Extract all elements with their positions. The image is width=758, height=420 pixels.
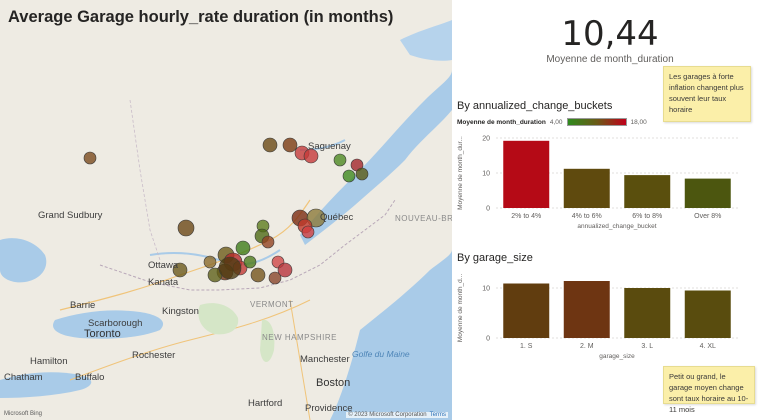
map-label-boston: Boston — [316, 377, 351, 389]
chart2-bar-chart[interactable]: 0 10 Moyenne de month_d... 1. S 2. M 3. L 4. X… — [452, 270, 752, 362]
map-bubble[interactable] — [301, 225, 315, 239]
x-tick-label: 3. L — [641, 343, 653, 350]
legend-gradient — [566, 118, 627, 126]
map-label-saguenay: Saguenay — [308, 141, 351, 152]
y-tick-label: 10 — [482, 286, 490, 293]
map-bubble[interactable] — [355, 167, 369, 181]
y-tick-label: 0 — [486, 336, 490, 343]
y-axis-label: Moyenne de month_dur... — [457, 136, 464, 210]
map-bubble[interactable] — [262, 137, 278, 153]
map-label-providence: Providence — [305, 403, 353, 414]
x-tick-label: 6% to 8% — [632, 213, 662, 220]
map-bubble[interactable] — [342, 169, 356, 183]
bar[interactable] — [503, 283, 550, 339]
map-label-kanata: Kanata — [148, 277, 179, 288]
map-label-ottawa: Ottawa — [148, 260, 179, 271]
bing-logo: Microsoft Bing — [4, 411, 43, 417]
map-label-buffalo: Buffalo — [75, 372, 105, 383]
chart2-title: By garage_size — [457, 252, 533, 264]
y-axis-label: Moyenne de month_d... — [457, 274, 464, 342]
x-tick-label: 1. S — [520, 343, 533, 350]
map-bubble[interactable] — [250, 267, 266, 283]
border-line — [99, 199, 396, 291]
map-label-new-hampshire: NEW HAMPSHIRE — [262, 333, 337, 342]
x-tick-label: Over 8% — [694, 213, 721, 220]
map-label-kingston: Kingston — [162, 306, 199, 317]
legend-min: 4,00 — [549, 118, 563, 126]
map-bubble[interactable] — [218, 256, 242, 280]
sticky-note-inflation: Les garages à forte inflation changent p… — [663, 66, 751, 122]
map-bubble[interactable] — [303, 148, 319, 164]
map-bubbles — [83, 137, 369, 285]
map-bubble[interactable] — [333, 153, 347, 167]
map-bubble[interactable] — [243, 255, 257, 269]
map-label-golfe-du-maine: Golfe du Maine — [352, 349, 410, 359]
road-2 — [69, 299, 311, 381]
map-bubble[interactable] — [235, 240, 251, 256]
sticky-note-garage-size: Petit ou grand, le garage moyen change s… — [663, 366, 755, 414]
map-label-nouveau-brunswick: NOUVEAU-BRUN — [395, 214, 452, 223]
y-tick-label: 0 — [486, 206, 490, 213]
x-tick-label: 2% to 4% — [511, 213, 541, 220]
bar[interactable] — [684, 290, 731, 339]
x-tick-label: 4. XL — [700, 343, 716, 350]
map-attribution: © 2023 Microsoft Corporation Terms — [346, 412, 448, 418]
map-bubble[interactable] — [203, 255, 217, 269]
attribution-text: © 2023 Microsoft Corporation — [348, 412, 427, 418]
y-tick-label: 10 — [482, 171, 490, 178]
map-label-chatham: Chatham — [4, 372, 43, 383]
map-label-quebec: Québec — [320, 212, 354, 223]
map-canvas[interactable] — [0, 0, 452, 420]
bar[interactable] — [563, 168, 610, 208]
map-bubble[interactable] — [277, 262, 293, 278]
road-3 — [289, 299, 311, 420]
map-bubble[interactable] — [261, 235, 275, 249]
x-tick-label: 2. M — [580, 343, 594, 350]
bar[interactable] — [503, 140, 550, 208]
kpi-value: 10,44 — [561, 14, 659, 54]
lake-ontario — [52, 310, 164, 339]
kpi-label: Moyenne de month_duration — [546, 54, 674, 65]
map-label-hartford: Hartford — [248, 398, 283, 409]
atlantic — [330, 250, 452, 420]
gulf-water — [400, 20, 452, 61]
x-axis-label: annualized_change_bucket — [577, 223, 656, 230]
map-label-hamilton: Hamilton — [30, 356, 68, 367]
map-bubble[interactable] — [83, 151, 97, 165]
x-axis-label: garage_size — [599, 353, 635, 360]
bar[interactable] — [624, 288, 671, 338]
map-bubble[interactable] — [177, 219, 195, 237]
x-tick-label: 4% to 6% — [572, 213, 602, 220]
map-bubble[interactable] — [268, 271, 282, 285]
map-bubble[interactable] — [282, 137, 298, 153]
st-lawrence-estuary — [300, 70, 452, 245]
map-title: Average Garage hourly_rate duration (in … — [8, 8, 394, 26]
bar[interactable] — [624, 175, 671, 208]
y-tick-label: 20 — [482, 136, 490, 143]
map-label-toronto: Toronto — [84, 328, 121, 340]
chart1-title: By annualized_change_buckets — [457, 100, 613, 112]
map-bubble[interactable] — [172, 262, 188, 278]
map-label-grand-sudbury: Grand Sudbury — [38, 210, 103, 221]
lake-erie — [0, 372, 92, 398]
map-label-vermont: VERMONT — [250, 300, 294, 309]
map-label-scarborough: Scarborough — [88, 318, 143, 329]
park-green-mtn — [260, 319, 275, 362]
terms-link[interactable]: Terms — [429, 412, 446, 418]
map-label-rochester: Rochester — [132, 350, 176, 361]
map-visual[interactable]: Average Garage hourly_rate duration (in … — [0, 0, 452, 420]
map-bubble[interactable] — [306, 208, 326, 228]
legend-title: Moyenne de month_duration — [457, 118, 546, 126]
chart1-legend: Moyenne de month_duration 4,00 18,00 — [457, 118, 647, 126]
bar[interactable] — [563, 281, 610, 338]
bar[interactable] — [684, 178, 731, 208]
map-label-barrie: Barrie — [70, 300, 96, 311]
legend-max: 18,00 — [630, 118, 647, 126]
map-label-manchester: Manchester — [300, 354, 350, 365]
georgian-bay — [0, 238, 47, 283]
province-line — [129, 99, 161, 261]
park-adirondack — [198, 303, 239, 335]
chart1-bar-chart[interactable]: 0 10 20 Moyenne de month_dur... 2% to 4% 4% t… — [452, 128, 752, 238]
